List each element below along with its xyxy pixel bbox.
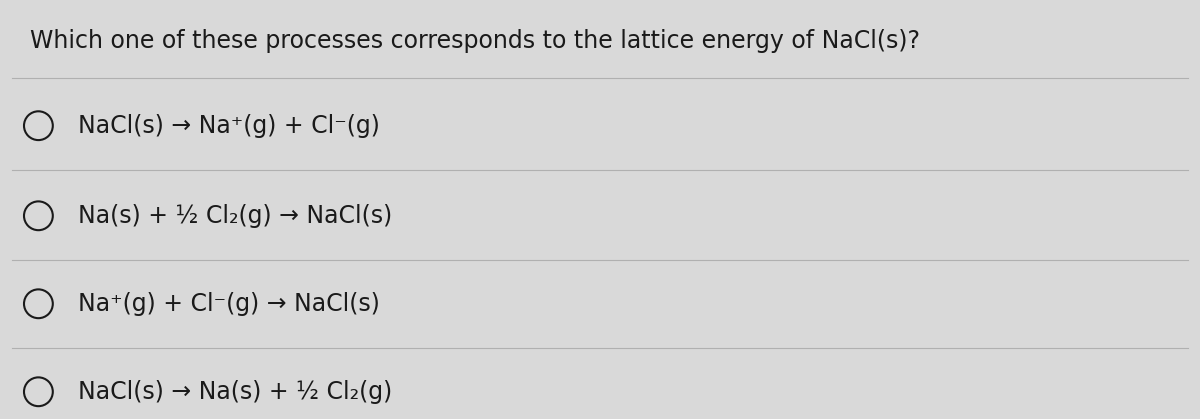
Text: Which one of these processes corresponds to the lattice energy of NaCl(s)?: Which one of these processes corresponds… [30,29,920,53]
Text: Na⁺(g) + Cl⁻(g) → NaCl(s): Na⁺(g) + Cl⁻(g) → NaCl(s) [78,292,380,316]
Text: NaCl(s) → Na⁺(g) + Cl⁻(g): NaCl(s) → Na⁺(g) + Cl⁻(g) [78,114,380,138]
Text: NaCl(s) → Na(s) + ½ Cl₂(g): NaCl(s) → Na(s) + ½ Cl₂(g) [78,380,392,404]
Text: Na(s) + ½ Cl₂(g) → NaCl(s): Na(s) + ½ Cl₂(g) → NaCl(s) [78,204,392,228]
